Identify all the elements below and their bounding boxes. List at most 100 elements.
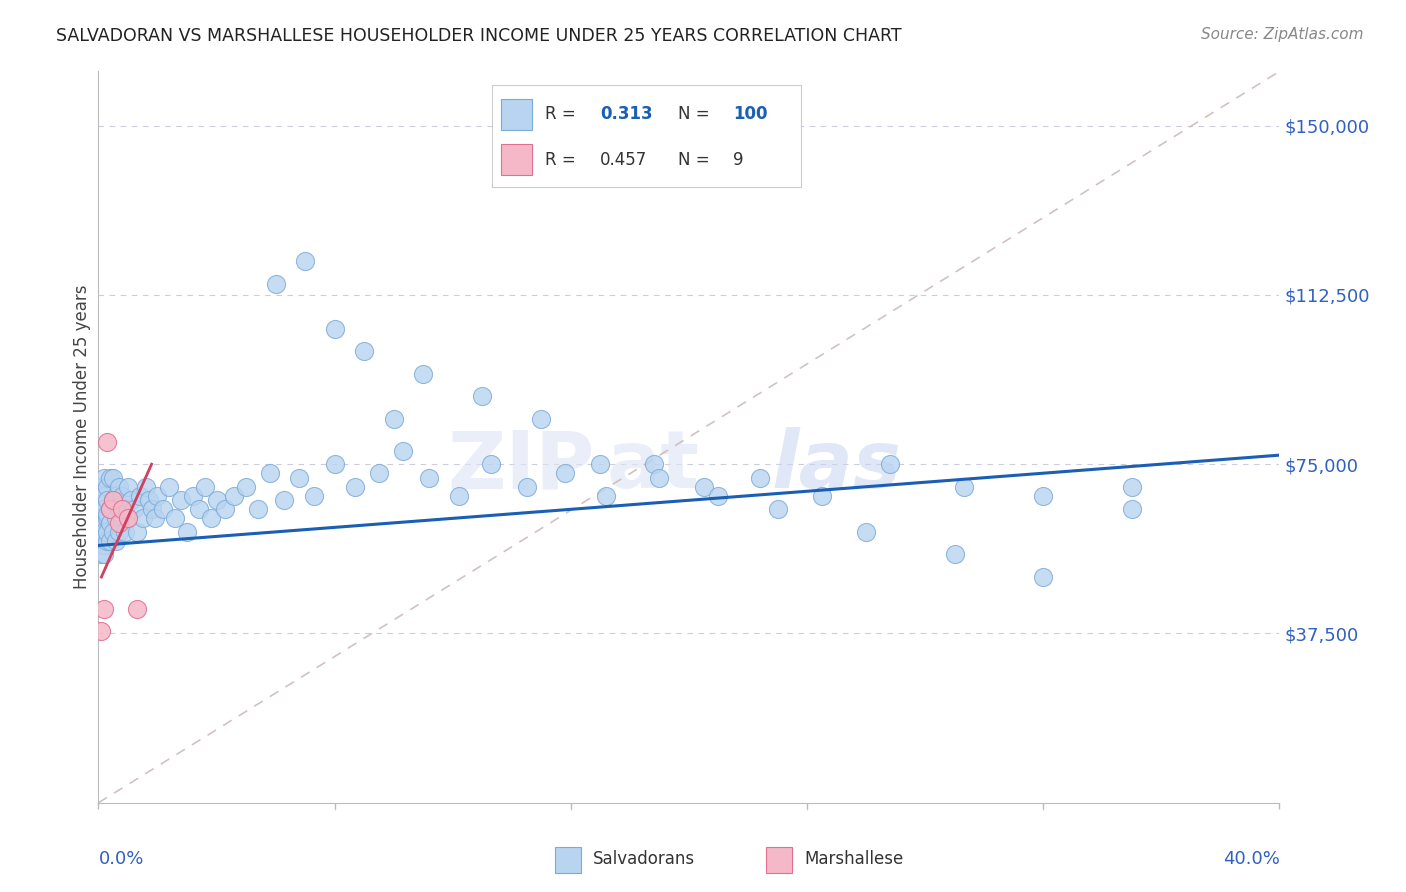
Point <box>111 489 134 503</box>
Point <box>643 457 665 471</box>
Point <box>90 533 112 548</box>
Point <box>447 489 470 503</box>
Point <box>748 471 770 485</box>
Point <box>595 489 617 503</box>
Text: R =: R = <box>544 151 581 169</box>
Point <box>200 511 222 525</box>
Point <box>90 548 112 562</box>
Point <box>246 502 269 516</box>
Point <box>344 480 367 494</box>
Y-axis label: Householder Income Under 25 years: Householder Income Under 25 years <box>73 285 91 590</box>
Text: las: las <box>772 427 901 506</box>
Point <box>96 434 118 449</box>
Point <box>93 524 115 539</box>
Point <box>323 322 346 336</box>
Point <box>108 502 131 516</box>
Point <box>114 502 136 516</box>
Point <box>530 412 553 426</box>
Point <box>707 489 730 503</box>
Point <box>382 412 405 426</box>
Point <box>943 548 966 562</box>
Point <box>117 511 139 525</box>
Point <box>181 489 204 503</box>
Point <box>302 489 325 503</box>
Point <box>235 480 257 494</box>
Point <box>1121 480 1143 494</box>
Point <box>125 601 148 615</box>
Point <box>264 277 287 291</box>
Point <box>165 511 187 525</box>
Text: 9: 9 <box>734 151 744 169</box>
Text: SALVADORAN VS MARSHALLESE HOUSEHOLDER INCOME UNDER 25 YEARS CORRELATION CHART: SALVADORAN VS MARSHALLESE HOUSEHOLDER IN… <box>56 27 901 45</box>
Text: R =: R = <box>544 105 581 123</box>
Point <box>103 524 125 539</box>
Point <box>111 502 134 516</box>
Point <box>96 533 118 548</box>
Point <box>1032 570 1054 584</box>
Point <box>554 466 576 480</box>
Point <box>108 516 131 530</box>
Point <box>368 466 391 480</box>
Point <box>103 493 125 508</box>
Text: 0.0%: 0.0% <box>98 850 143 868</box>
Point <box>108 524 131 539</box>
Point <box>103 493 125 508</box>
Point <box>1032 489 1054 503</box>
Point <box>855 524 877 539</box>
Point <box>105 489 128 503</box>
Point <box>259 466 281 480</box>
Text: N =: N = <box>678 105 709 123</box>
Point <box>93 548 115 562</box>
Point <box>170 493 193 508</box>
Text: 40.0%: 40.0% <box>1223 850 1279 868</box>
Point <box>135 480 157 494</box>
Point <box>93 502 115 516</box>
Point <box>132 511 155 525</box>
Point <box>120 493 142 508</box>
Point <box>176 524 198 539</box>
Point <box>187 502 209 516</box>
Text: Salvadorans: Salvadorans <box>593 850 696 868</box>
Point <box>152 502 174 516</box>
Point <box>93 601 115 615</box>
Point <box>141 502 163 516</box>
Point <box>391 443 413 458</box>
Point <box>288 471 311 485</box>
Point <box>117 480 139 494</box>
Point <box>128 489 150 503</box>
Point <box>105 511 128 525</box>
Point <box>412 367 434 381</box>
Point <box>516 480 538 494</box>
Point <box>143 511 166 525</box>
Point <box>693 480 716 494</box>
Point <box>103 471 125 485</box>
Text: 0.457: 0.457 <box>600 151 648 169</box>
FancyBboxPatch shape <box>502 99 533 130</box>
Text: ZIP: ZIP <box>447 427 595 506</box>
Point <box>810 489 832 503</box>
Point <box>96 480 118 494</box>
Text: Marshallese: Marshallese <box>804 850 904 868</box>
Point <box>157 480 180 494</box>
Text: 0.313: 0.313 <box>600 105 652 123</box>
Point <box>93 489 115 503</box>
Point <box>98 533 121 548</box>
Point <box>105 533 128 548</box>
Point <box>108 480 131 494</box>
Point <box>114 524 136 539</box>
Point <box>294 254 316 268</box>
Point <box>117 511 139 525</box>
Point <box>224 489 246 503</box>
Point <box>273 493 295 508</box>
Point <box>125 524 148 539</box>
Point <box>479 457 502 471</box>
Point <box>90 624 112 639</box>
Point <box>766 502 789 516</box>
Point <box>98 502 121 516</box>
Point <box>353 344 375 359</box>
Point <box>418 471 440 485</box>
FancyBboxPatch shape <box>766 847 792 872</box>
Point <box>93 538 115 552</box>
Text: 100: 100 <box>734 105 768 123</box>
Point <box>90 511 112 525</box>
